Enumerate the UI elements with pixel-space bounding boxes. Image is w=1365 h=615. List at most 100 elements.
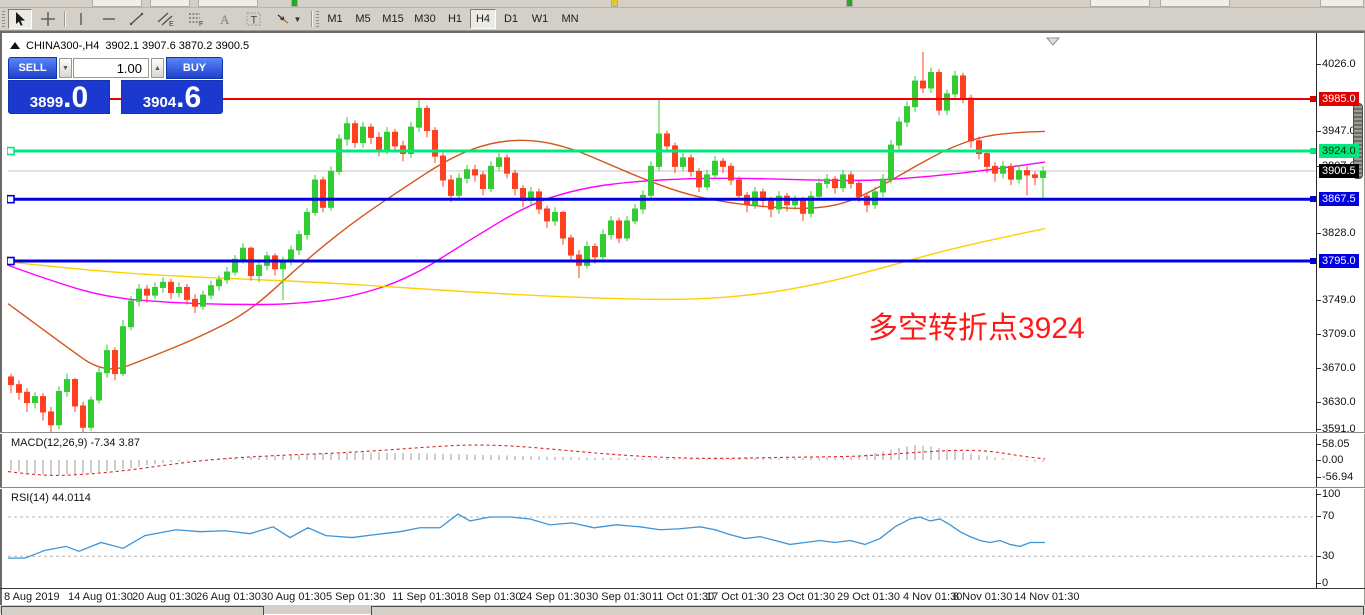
ma-yellow-line[interactable] <box>7 227 1046 301</box>
ma-magenta-line[interactable] <box>7 161 1046 306</box>
candle-body <box>616 220 622 239</box>
vertical-line-tool-button[interactable] <box>69 9 93 29</box>
candle-body <box>104 350 110 374</box>
crosshair-icon <box>41 12 55 26</box>
chart-header: CHINA300-,H4 3902.1 3907.6 3870.2 3900.5 <box>10 39 249 52</box>
candle-body <box>32 396 38 404</box>
axis-tick <box>1317 368 1321 369</box>
horizontal-line-tool-button[interactable] <box>97 9 121 29</box>
toolbar-separator <box>64 11 66 27</box>
candlestick-plot[interactable] <box>7 36 1316 432</box>
cursor-tool-button[interactable] <box>8 9 32 29</box>
time-axis-label: 18 Sep 01:30 <box>456 591 522 603</box>
chart-shift-marker[interactable] <box>1046 37 1060 46</box>
text-icon: A <box>220 12 230 27</box>
symbol-period-label: CHINA300-,H4 <box>26 39 100 52</box>
candle-body <box>296 234 302 251</box>
candle-body <box>848 174 854 184</box>
price-axis-label: 3670.0 <box>1322 362 1356 374</box>
buy-button[interactable]: BUY <box>166 57 223 79</box>
equidistant-channel-tool-button[interactable]: E <box>153 9 179 29</box>
toolbar-grip[interactable] <box>2 11 5 27</box>
candle-body <box>456 177 462 196</box>
candle-body <box>176 286 182 294</box>
crosshair-tool-button[interactable] <box>36 9 60 29</box>
trade-panel-collapse-icon[interactable] <box>10 42 20 49</box>
text-label-icon: T <box>246 12 261 27</box>
candle-body <box>736 179 742 196</box>
price-axis-label: 3709.0 <box>1322 328 1356 340</box>
price-axis-divider <box>1316 33 1317 589</box>
timeframe-mn-button[interactable]: MN <box>561 13 579 25</box>
candle-body <box>672 145 678 167</box>
volume-decrease-button[interactable]: ▼ <box>59 58 72 78</box>
timeframe-h1-button[interactable]: H1 <box>447 13 463 25</box>
arrow-shapes-tool-button[interactable]: ▼ <box>271 9 305 29</box>
time-axis-label: 11 Oct 01:30 <box>652 591 715 603</box>
sell-button[interactable]: SELL <box>8 57 57 79</box>
candle-body <box>984 153 990 167</box>
time-axis-label: 24 Sep 01:30 <box>520 591 586 603</box>
text-tool-button[interactable]: A <box>213 9 237 29</box>
price-badge-3867.5: 3867.5 <box>1319 192 1359 206</box>
timeframe-d1-button[interactable]: D1 <box>503 13 519 25</box>
time-axis-label: 29 Oct 01:30 <box>837 591 900 603</box>
timeframe-m15-button[interactable]: M15 <box>382 13 404 25</box>
timeframe-h4-button[interactable]: H4 <box>470 9 496 29</box>
candle-body <box>544 208 550 222</box>
rsi-panel-divider[interactable] <box>0 487 1365 489</box>
buy-price[interactable]: 3904 .6 <box>121 80 223 114</box>
fibonacci-tool-button[interactable]: F <box>183 9 209 29</box>
candle-body <box>8 376 14 386</box>
volume-input[interactable]: 1.00 <box>73 58 149 78</box>
candle-body <box>1040 170 1046 178</box>
time-axis-border <box>0 588 1365 589</box>
hline-handle[interactable] <box>7 146 15 156</box>
volume-increase-button[interactable]: ▲ <box>151 58 164 78</box>
timeframe-m5-button[interactable]: M5 <box>355 13 371 25</box>
candle-body <box>288 249 294 262</box>
time-axis-label: 14 Aug 01:30 <box>68 591 133 603</box>
hline-handle[interactable] <box>7 256 15 266</box>
hline-handle[interactable] <box>7 194 15 204</box>
candle-body <box>80 405 86 428</box>
time-axis-label: 5 Sep 01:30 <box>326 591 386 603</box>
time-axis[interactable]: 8 Aug 2019 14 Aug 01:30 20 Aug 01:30 26 Aug… <box>2 589 1364 605</box>
candle-body <box>504 157 510 174</box>
candle-body <box>880 178 886 193</box>
text-label-tool-button[interactable]: T <box>241 9 267 29</box>
timeframe-w1-button[interactable]: W1 <box>531 13 549 25</box>
candle-body <box>720 160 726 167</box>
rsi-scale-label: 100 <box>1322 488 1341 500</box>
candle-body <box>24 391 30 404</box>
text-annotation[interactable]: 多空转折点3924 <box>868 312 1085 345</box>
candle-body <box>912 80 918 108</box>
axis-tick <box>1317 402 1321 403</box>
buy-price-pips: .6 <box>176 81 202 114</box>
sell-price[interactable]: 3899 .0 <box>8 80 110 114</box>
candle-body <box>312 179 318 213</box>
sell-price-main: 3899 <box>29 94 64 111</box>
sell-price-pips: .0 <box>63 81 89 114</box>
candle-body <box>832 178 838 189</box>
one-click-trade-panel: SELL ▼ 1.00 ▲ BUY 3899 .0 3904 .6 <box>8 57 223 114</box>
candle-body <box>552 211 558 222</box>
candle-body <box>704 174 710 188</box>
candle-body <box>648 165 654 196</box>
rsi-line <box>8 513 1045 559</box>
candle-body <box>480 174 486 190</box>
trendline-tool-button[interactable] <box>125 9 149 29</box>
candle-body <box>840 174 846 189</box>
candle-body <box>664 133 670 147</box>
ma-orange-line[interactable] <box>7 130 1046 370</box>
macd-scale-label: -56.94 <box>1322 471 1354 483</box>
axis-tick <box>1317 429 1321 430</box>
badge-handle <box>1310 148 1316 154</box>
macd-panel-divider[interactable] <box>0 432 1365 434</box>
macd-signal-line <box>7 444 1046 476</box>
timeframe-m1-button[interactable]: M1 <box>327 13 343 25</box>
price-axis-label: 3828.0 <box>1322 227 1356 239</box>
timeframe-m30-button[interactable]: M30 <box>414 13 436 25</box>
candle-body <box>416 107 422 128</box>
toolbar-grip[interactable] <box>316 11 319 27</box>
